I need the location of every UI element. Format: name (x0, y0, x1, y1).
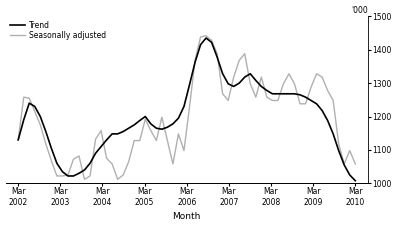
Seasonally adjusted (16, 138, 21, 141)
Trend (43, 130, 48, 133)
Trend (314, 102, 319, 105)
Seasonally adjusted (43, 143, 48, 145)
Seasonally adjusted (82, 178, 87, 181)
Trend (204, 37, 208, 39)
Seasonally adjusted (88, 175, 93, 177)
Trend (181, 105, 186, 108)
Seasonally adjusted (204, 34, 208, 37)
Trend (104, 138, 109, 141)
Seasonally adjusted (231, 76, 236, 79)
Trend (16, 138, 21, 141)
Legend: Trend, Seasonally adjusted: Trend, Seasonally adjusted (10, 20, 107, 41)
Trend (82, 169, 87, 171)
Seasonally adjusted (320, 76, 324, 79)
Line: Seasonally adjusted: Seasonally adjusted (18, 36, 355, 179)
Seasonally adjusted (353, 163, 358, 165)
X-axis label: Month: Month (173, 212, 201, 222)
Trend (226, 82, 231, 85)
Seasonally adjusted (110, 163, 114, 165)
Text: '000: '000 (351, 6, 368, 15)
Line: Trend: Trend (18, 38, 355, 181)
Seasonally adjusted (187, 106, 192, 109)
Trend (353, 179, 358, 182)
